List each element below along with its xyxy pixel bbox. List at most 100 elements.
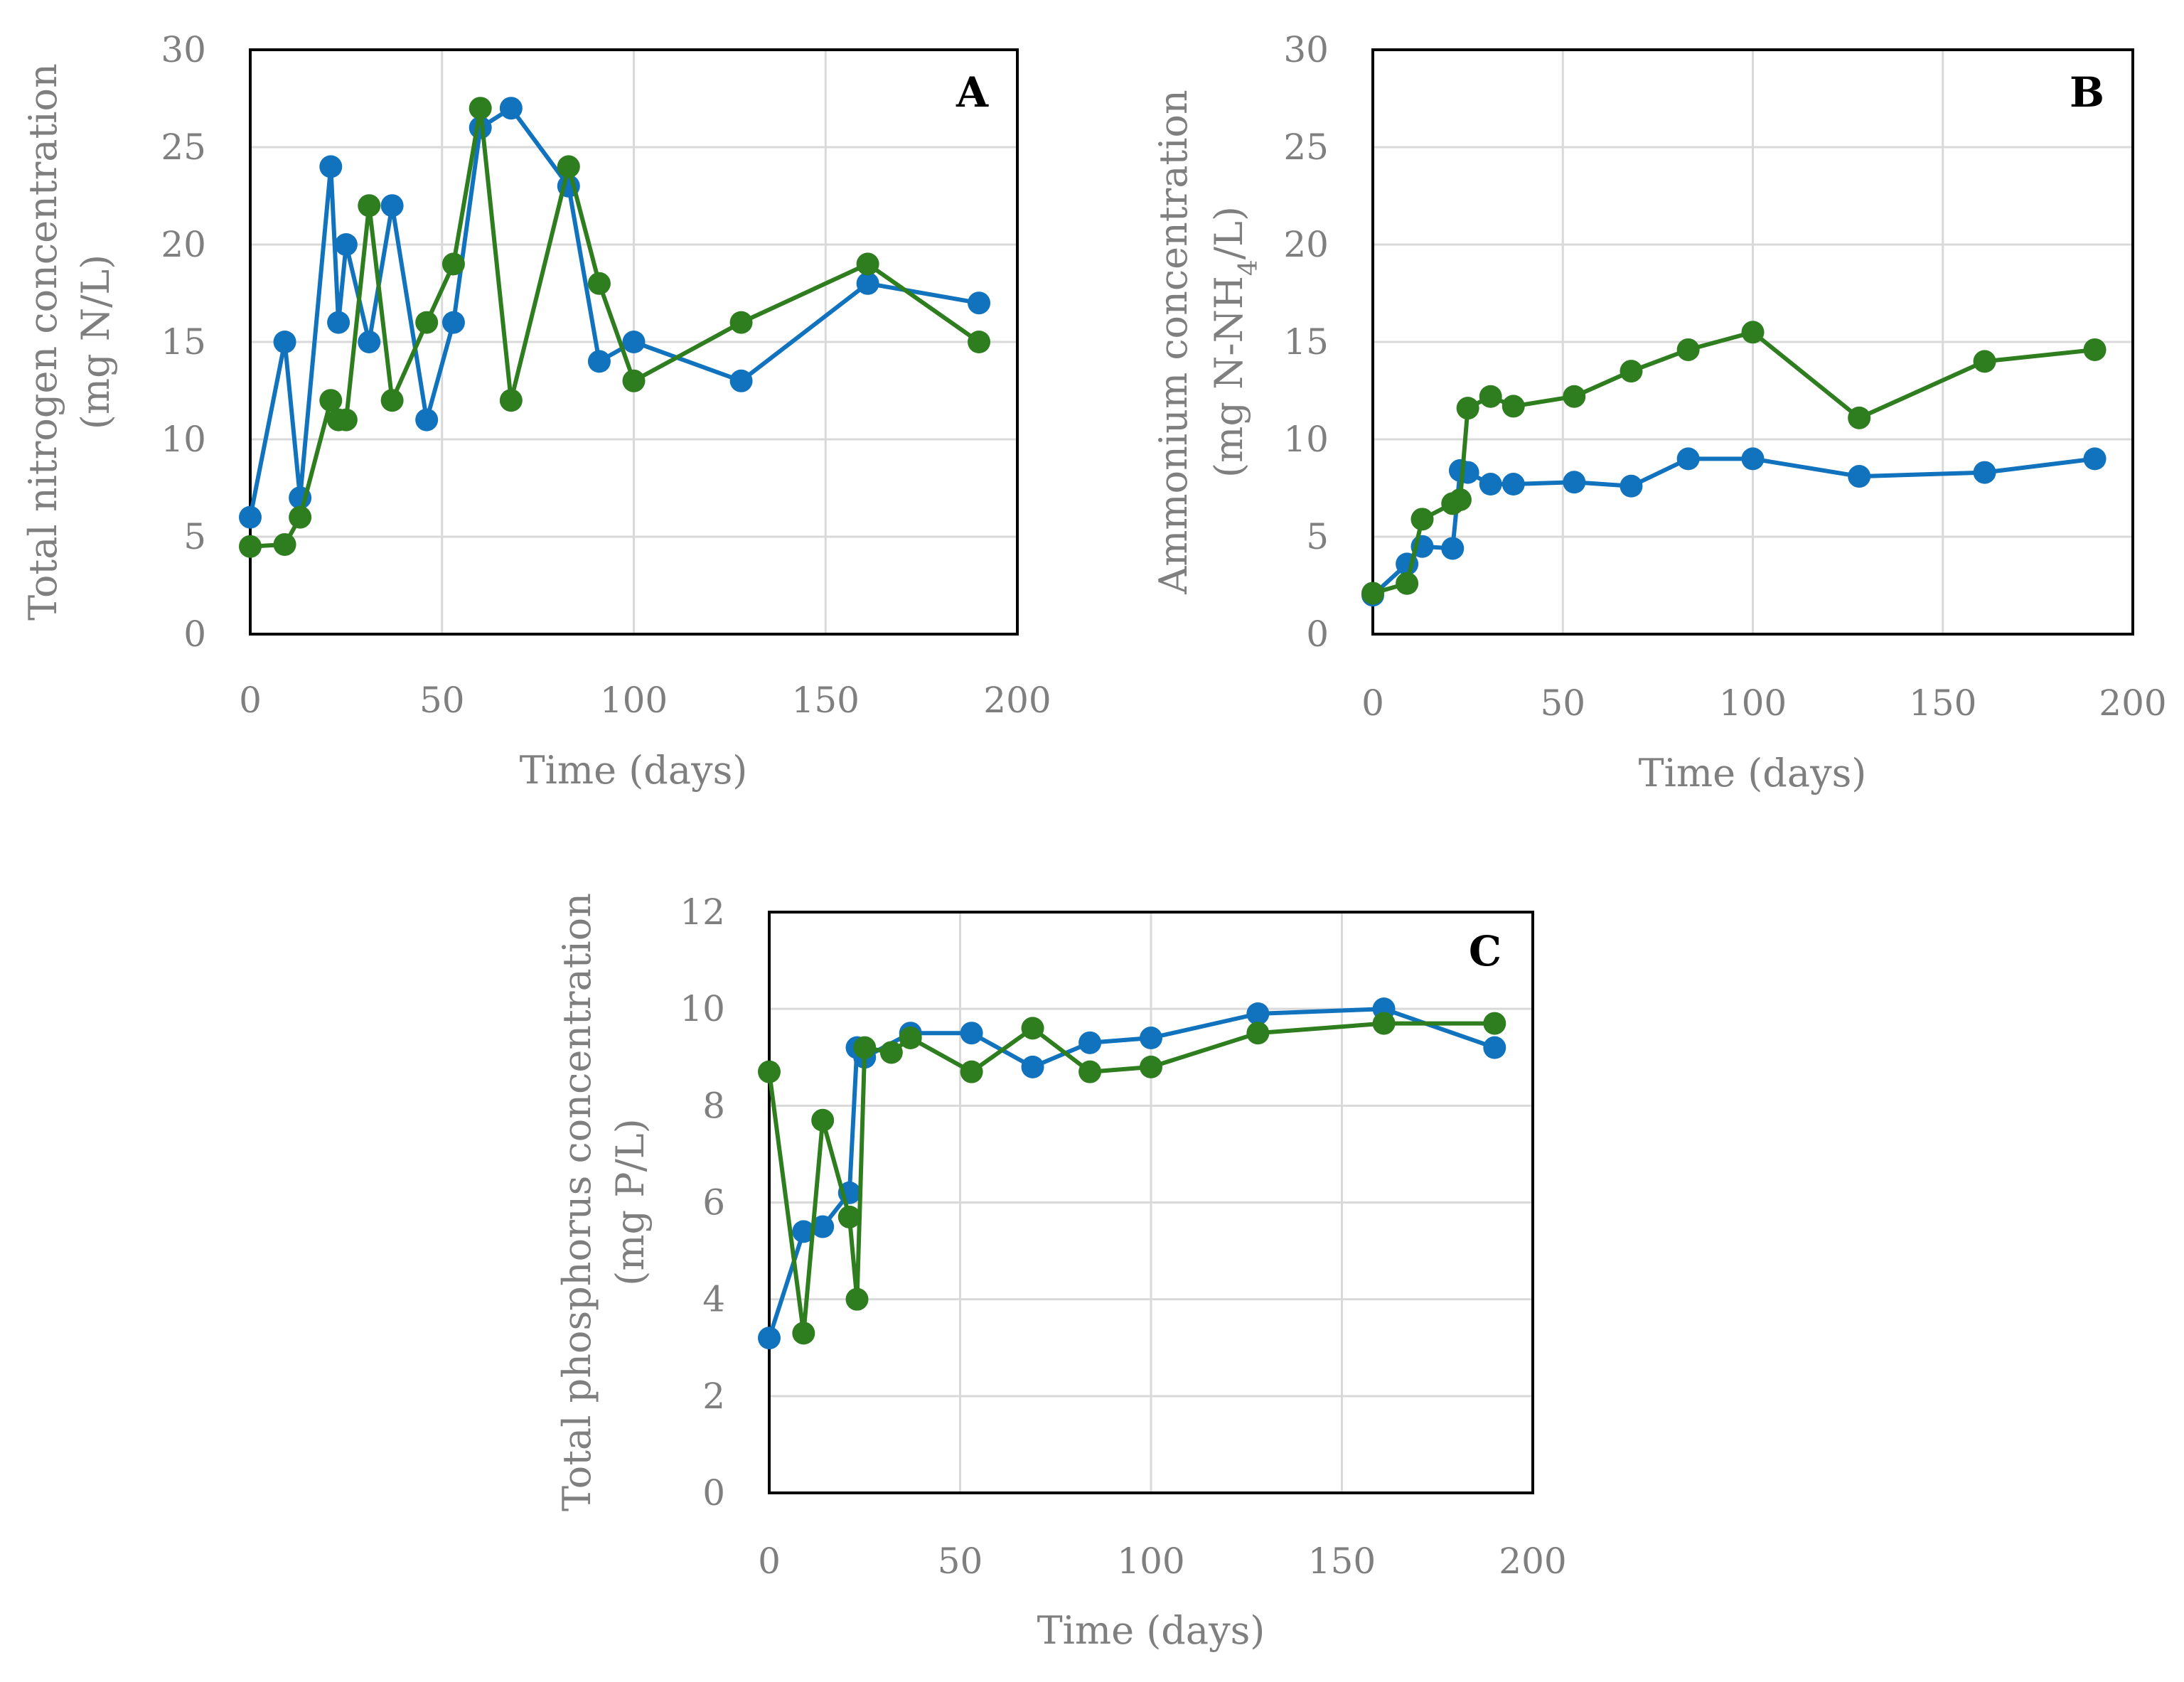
y-tick-label: 20 [1283,224,1329,265]
y-axis-title-line2-post: /L) [1206,206,1251,259]
data-point-green [587,272,611,295]
y-tick-labels: 0 2 4 6 8 10 12 [680,891,725,1514]
data-point-blue [1246,1002,1270,1025]
data-point-green [380,389,404,412]
data-point-green [879,1041,903,1064]
series-line-green [767,1021,1495,1336]
y-axis-title-line1: Ammonium concentration [1151,90,1196,595]
data-point-blue [1676,447,1700,471]
gridlines [1373,50,2133,634]
data-point-blue [1973,461,1996,484]
y-tick-label: 25 [1283,127,1329,168]
panel-c: 0 2 4 6 8 10 12 0 50 100 150 200 C Time (days) Tot… [555,891,1567,1653]
data-point-green [1741,321,1765,344]
data-point-green [845,1287,869,1311]
x-axis-title: Time (days) [520,748,748,793]
series-green [239,97,991,558]
data-point-green [1848,406,1871,429]
data-point-green [899,1027,922,1050]
y-tick-label: 12 [680,891,725,933]
y-tick-label: 15 [1283,321,1329,363]
data-point-blue [239,505,262,529]
y-tick-label: 25 [161,127,206,168]
data-point-blue [415,408,439,432]
series-layer [1361,321,2107,607]
plot-area-frame [768,911,1534,1494]
data-point-green [1410,508,1434,531]
data-point-green [1456,397,1479,420]
data-point-green [811,1108,835,1132]
panel-label: B [2070,68,2104,117]
data-point-blue [1479,473,1502,496]
series-green [1361,321,2107,605]
data-point-green [334,408,358,432]
panel-label: A [956,68,989,117]
y-axis-title-line1: Total phosphorus concentration [555,893,599,1511]
x-axis-title: Time (days) [1639,751,1867,796]
data-point-blue [1620,474,1643,498]
data-point-green [968,331,991,353]
x-axis-title: Time (days) [1037,1608,1265,1653]
y-axis-title-line2: (mg P/L) [608,1118,653,1285]
x-tick-label: 150 [1909,682,1976,724]
y-tick-label: 0 [1306,614,1329,655]
data-point-green [273,532,296,556]
x-tick-label: 0 [1361,682,1384,724]
gridlines [769,912,1533,1493]
data-point-green [469,97,492,120]
y-tick-label: 0 [183,614,206,655]
data-point-green [557,155,580,178]
data-point-green [1372,1012,1396,1035]
x-tick-label: 200 [983,680,1051,721]
series-line-blue [767,1007,1496,1339]
y-tick-label: 15 [161,321,206,363]
series-blue [1361,447,2107,607]
data-point-blue [960,1022,983,1045]
data-point-blue [856,272,879,295]
data-point-green [358,194,381,218]
y-axis-title-line2: (mg N-NH4/L) [1206,206,1263,478]
x-tick-label: 50 [419,680,465,721]
data-point-blue [499,97,523,120]
data-point-blue [334,233,358,256]
data-point-blue [1848,465,1871,488]
data-point-green [1676,338,1700,361]
data-point-green [837,1205,861,1228]
data-point-green [758,1060,781,1083]
data-point-green [1396,572,1419,595]
y-tick-labels: 0 5 10 15 20 25 30 [161,29,206,655]
y-tick-label: 2 [702,1376,725,1417]
data-point-green [2083,338,2107,361]
data-point-green [499,389,523,412]
plot-area-frame [1371,48,2134,636]
y-tick-label: 8 [702,1085,725,1126]
data-point-blue [1741,447,1765,471]
data-point-blue [1078,1031,1102,1054]
data-point-green [1448,488,1472,511]
data-point-green [1483,1012,1506,1035]
series-layer [239,97,991,558]
data-point-green [319,389,343,412]
x-tick-label: 50 [1540,682,1585,724]
data-point-blue [1021,1055,1044,1078]
data-point-blue [811,1215,835,1238]
y-tick-label: 30 [1283,29,1329,70]
y-tick-label: 10 [161,419,206,460]
y-tick-label: 10 [680,988,725,1029]
y-tick-label: 0 [702,1472,725,1514]
series-layer [758,997,1506,1350]
data-point-green [441,252,465,276]
data-point-blue [1140,1027,1162,1050]
data-point-green [1021,1017,1044,1040]
data-point-green [415,311,439,334]
data-point-green [1361,582,1384,605]
y-axis-title-line2-subscript: 4 [1234,259,1263,276]
data-point-blue [441,311,465,334]
y-tick-label: 5 [1306,516,1329,557]
x-tick-label: 0 [239,680,262,721]
series-green [758,1012,1506,1345]
x-tick-label: 200 [2099,682,2166,724]
y-tick-label: 20 [161,224,206,265]
